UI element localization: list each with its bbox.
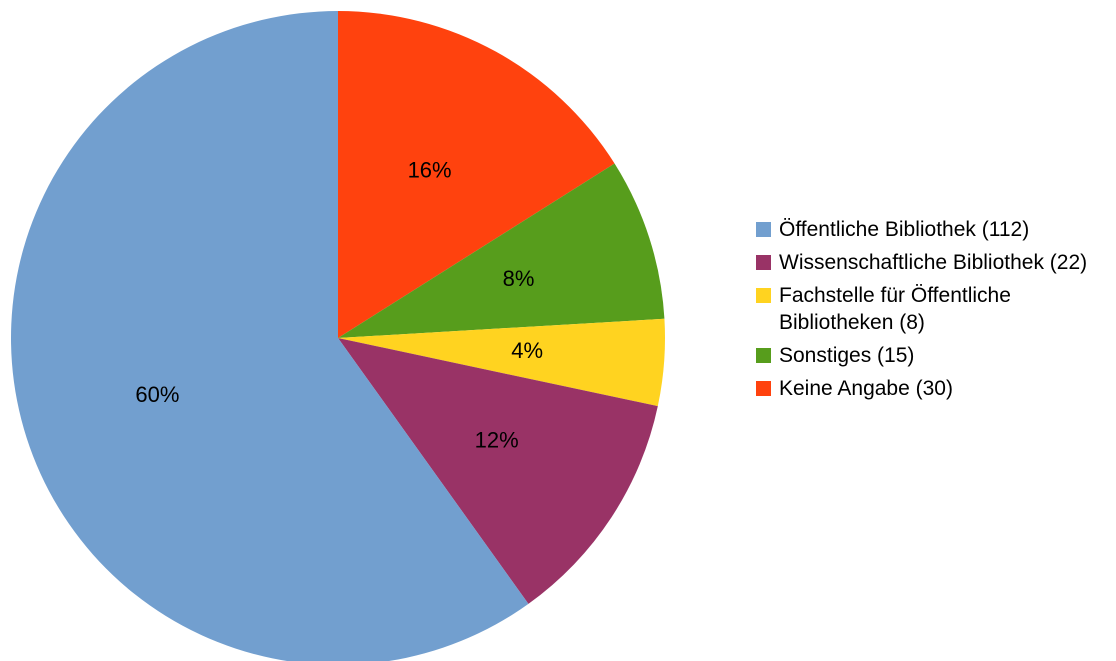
pie-slice — [338, 318, 665, 407]
pie-slice — [11, 11, 529, 661]
legend-swatch — [756, 348, 771, 363]
legend-item: Fachstelle für Öffentliche Bibliotheken … — [756, 282, 1116, 336]
legend-item: Sonstiges (15) — [756, 342, 1116, 369]
legend-label: Sonstiges (15) — [779, 344, 915, 367]
legend-swatch — [756, 255, 771, 270]
legend-item: Öffentliche Bibliothek (112) — [756, 216, 1116, 243]
slice-percent-label: 4% — [511, 338, 543, 363]
chart-legend: Öffentliche Bibliothek (112) Wissenschaf… — [756, 216, 1116, 408]
legend-swatch — [756, 381, 771, 396]
pie-slice — [338, 338, 658, 604]
pie-slice — [338, 11, 615, 338]
legend-label: Fachstelle für Öffentliche Bibliotheken … — [779, 284, 1011, 334]
legend-label: Keine Angabe (30) — [779, 377, 953, 400]
pie-slice — [338, 163, 665, 338]
slice-percent-label: 12% — [475, 428, 519, 453]
legend-item: Wissenschaftliche Bibliothek (22) — [756, 249, 1116, 276]
slice-percent-label: 8% — [503, 266, 535, 291]
legend-swatch — [756, 222, 771, 237]
legend-swatch — [756, 288, 771, 303]
slice-percent-label: 16% — [408, 158, 452, 183]
legend-label: Öffentliche Bibliothek (112) — [779, 218, 1030, 241]
slice-percent-label: 60% — [135, 382, 179, 407]
legend-item: Keine Angabe (30) — [756, 375, 1116, 402]
legend-label: Wissenschaftliche Bibliothek (22) — [779, 251, 1088, 274]
